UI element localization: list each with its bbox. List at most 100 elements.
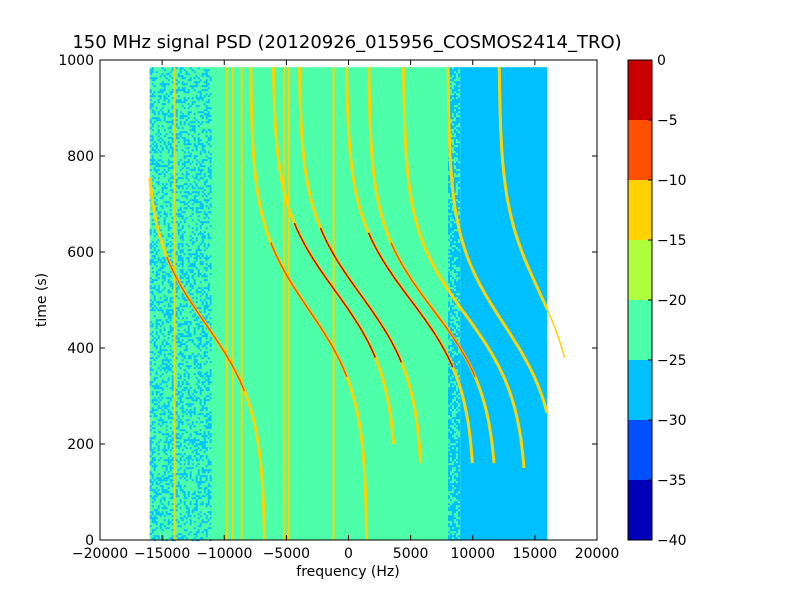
heatmap-cell xyxy=(149,495,152,498)
heatmap-cell xyxy=(205,305,208,308)
heatmap-cell xyxy=(181,75,184,78)
heatmap-cell xyxy=(451,205,454,208)
heatmap-cell xyxy=(189,411,192,414)
heatmap-cell xyxy=(207,381,210,384)
heatmap-cell xyxy=(163,315,166,318)
heatmap-cell xyxy=(185,447,188,450)
heatmap-cell xyxy=(197,173,200,176)
heatmap-cell xyxy=(161,373,164,376)
heatmap-cell xyxy=(177,403,180,406)
heatmap-cell xyxy=(183,299,186,302)
heatmap-cell xyxy=(157,149,160,152)
heatmap-cell xyxy=(167,101,170,104)
heatmap-cell xyxy=(195,359,198,362)
heatmap-cell xyxy=(201,169,204,172)
heatmap-cell xyxy=(207,375,210,378)
heatmap-cell xyxy=(187,275,190,278)
heatmap-cell xyxy=(205,301,208,304)
heatmap-cell xyxy=(179,501,182,504)
heatmap-cell xyxy=(163,85,166,88)
heatmap-cell xyxy=(157,139,160,142)
heatmap-cell xyxy=(163,413,166,416)
heatmap-cell xyxy=(195,355,198,358)
heatmap-cell xyxy=(155,301,158,304)
heatmap-cell xyxy=(191,231,194,234)
heatmap-cell xyxy=(165,477,168,480)
heatmap-cell xyxy=(207,497,210,500)
heatmap-cell xyxy=(457,207,460,210)
heatmap-cell xyxy=(199,443,202,446)
heatmap-cell xyxy=(153,457,156,460)
heatmap-cell xyxy=(159,523,162,526)
heatmap-cell xyxy=(457,71,460,74)
heatmap-cell xyxy=(149,169,152,172)
heatmap-cell xyxy=(453,497,456,500)
heatmap-cell xyxy=(455,175,458,178)
heatmap-cell xyxy=(195,505,198,508)
heatmap-cell xyxy=(183,349,186,352)
heatmap-cell xyxy=(151,423,154,426)
heatmap-cell xyxy=(171,189,174,192)
heatmap-cell xyxy=(171,233,174,236)
heatmap-cell xyxy=(183,89,186,92)
heatmap-cell xyxy=(155,261,158,264)
colorbar-segment xyxy=(628,180,652,240)
heatmap-cell xyxy=(187,383,190,386)
heatmap-cell xyxy=(455,129,458,132)
heatmap-cell xyxy=(181,295,184,298)
heatmap-cell xyxy=(187,375,190,378)
heatmap-cell xyxy=(177,133,180,136)
heatmap-cell xyxy=(191,207,194,210)
heatmap-cell xyxy=(187,533,190,536)
heatmap-cell xyxy=(189,457,192,460)
heatmap-cell xyxy=(199,373,202,376)
heatmap-cell xyxy=(457,173,460,176)
heatmap-cell xyxy=(179,333,182,336)
heatmap-cell xyxy=(179,111,182,114)
heatmap-cell xyxy=(157,445,160,448)
heatmap-cell xyxy=(205,275,208,278)
heatmap-cell xyxy=(187,89,190,92)
heatmap-cell xyxy=(205,447,208,450)
heatmap-cell xyxy=(159,95,162,98)
heatmap-cell xyxy=(149,95,152,98)
heatmap-cell xyxy=(207,527,210,530)
heatmap-cell xyxy=(183,411,186,414)
heatmap-cell xyxy=(195,149,198,152)
heatmap-cell xyxy=(177,381,180,384)
heatmap-cell xyxy=(207,389,210,392)
heatmap-cell xyxy=(163,113,166,116)
heatmap-cell xyxy=(171,141,174,144)
heatmap-cell xyxy=(187,281,190,284)
heatmap-cell xyxy=(149,533,152,536)
heatmap-cell xyxy=(455,337,458,340)
heatmap-cell xyxy=(163,115,166,118)
colorbar-tick-label: −40 xyxy=(657,533,687,549)
heatmap-cell xyxy=(453,165,456,168)
heatmap-cell xyxy=(159,297,162,300)
heatmap-cell xyxy=(149,291,152,294)
heatmap-cell xyxy=(187,225,190,228)
heatmap-cell xyxy=(453,265,456,268)
heatmap-cell xyxy=(177,73,180,76)
heatmap-cell xyxy=(209,135,212,138)
heatmap-cell xyxy=(201,331,204,334)
heatmap-cell xyxy=(157,483,160,486)
heatmap-cell xyxy=(453,487,456,490)
heatmap-cell xyxy=(151,513,154,516)
heatmap-cell xyxy=(159,457,162,460)
heatmap-cell xyxy=(161,479,164,482)
heatmap-cell xyxy=(197,531,200,534)
heatmap-cell xyxy=(209,381,212,384)
heatmap-cell xyxy=(209,435,212,438)
heatmap-cell xyxy=(177,187,180,190)
heatmap-cell xyxy=(177,353,180,356)
heatmap-cell xyxy=(457,131,460,134)
heatmap-cell xyxy=(191,127,194,130)
heatmap-cell xyxy=(161,289,164,292)
heatmap-cell xyxy=(193,411,196,414)
heatmap-cell xyxy=(161,281,164,284)
heatmap-cell xyxy=(177,95,180,98)
heatmap-cell xyxy=(207,87,210,90)
heatmap-cell xyxy=(175,283,178,286)
